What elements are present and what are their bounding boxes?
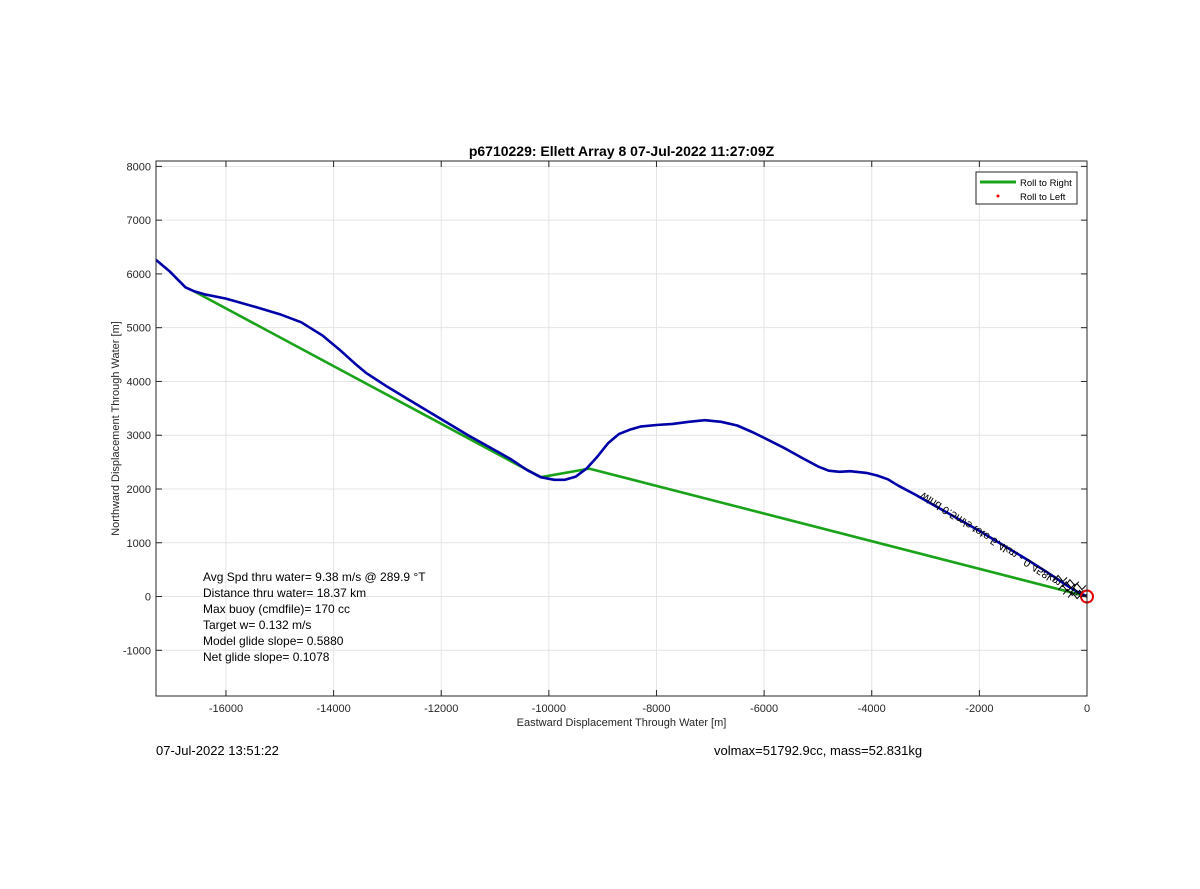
- legend-swatch-point: [996, 194, 1000, 198]
- legend-box: [975, 171, 1078, 205]
- plot-area: [156, 161, 1087, 696]
- y-tick-label: 0: [145, 592, 151, 604]
- x-tick-label: -8000: [642, 703, 670, 715]
- x-tick-label: -4000: [858, 703, 886, 715]
- series-line-0: [192, 289, 1087, 598]
- y-tick-label: 8000: [127, 161, 151, 173]
- y-tick-label: 5000: [127, 323, 151, 335]
- x-tick-label: -6000: [750, 703, 778, 715]
- track-scribble: [1058, 584, 1072, 592]
- y-axis-label: Northward Displacement Through Water [m]: [110, 321, 122, 536]
- x-tick-label: -12000: [424, 703, 458, 715]
- y-tick-label: 2000: [127, 484, 151, 496]
- legend-label: Roll to Left: [1020, 192, 1066, 203]
- track-scribble: [1072, 582, 1087, 591]
- annotation-line: Net glide slope= 0.1078: [203, 650, 330, 664]
- annotation-line: Avg Spd thru water= 9.38 m/s @ 289.9 °T: [203, 570, 426, 584]
- x-axis-label: Eastward Displacement Through Water [m]: [517, 717, 727, 729]
- legend-label: Roll to Right: [1020, 178, 1072, 189]
- track-scribble: [1067, 591, 1082, 600]
- y-tick-label: -1000: [123, 645, 151, 657]
- annotation-line: Distance thru water= 18.37 km: [203, 586, 366, 600]
- x-tick-label: -2000: [965, 703, 993, 715]
- y-tick-label: 6000: [127, 269, 151, 281]
- series-line-1: [156, 258, 1087, 598]
- axes-box: [155, 160, 1088, 697]
- track-scribble: [1061, 581, 1076, 589]
- x-tick-label: 0: [1084, 703, 1090, 715]
- chart-title: p6710229: Ellett Array 8 07-Jul-2022 11:…: [469, 143, 775, 159]
- annotation-line: Max buoy (cmdfile)= 170 cc: [203, 602, 350, 616]
- track-scribble: [1062, 588, 1077, 597]
- x-tick-label: -10000: [532, 703, 566, 715]
- x-tick-label: -14000: [316, 703, 350, 715]
- footer-mass-info: volmax=51792.9cc, mass=52.831kg: [714, 743, 923, 758]
- y-tick-label: 4000: [127, 376, 151, 388]
- footer-timestamp: 07-Jul-2022 13:51:22: [156, 743, 279, 758]
- series-group: [156, 258, 1087, 600]
- y-tick-label: 3000: [127, 430, 151, 442]
- annotation-line: Model glide slope= 0.5880: [203, 634, 344, 648]
- y-tick-label: 7000: [127, 215, 151, 227]
- annotation-line: Target w= 0.132 m/s: [203, 618, 311, 632]
- track-scribble: [1053, 574, 1068, 583]
- y-tick-label: 1000: [127, 538, 151, 550]
- x-tick-label: -16000: [209, 703, 243, 715]
